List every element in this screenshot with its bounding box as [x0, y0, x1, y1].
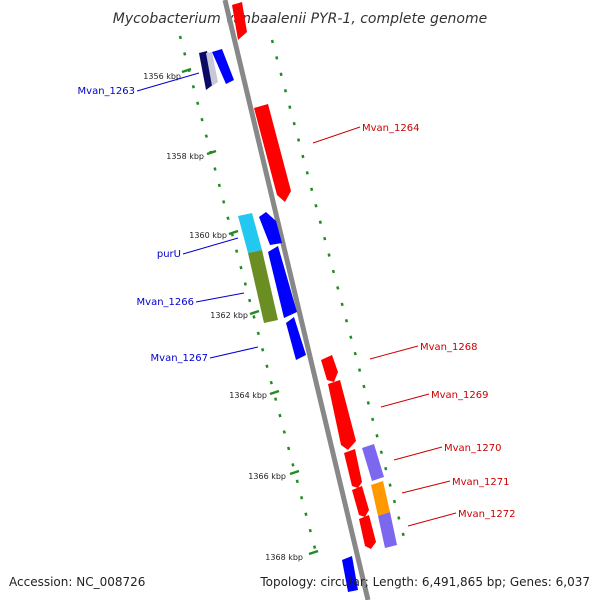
- gene-feature-blue[interactable]: [268, 246, 297, 318]
- tick-label: 1366 kbp: [248, 472, 286, 481]
- gene-feature-cyan[interactable]: [238, 213, 262, 253]
- tick-label: 1364 kbp: [229, 391, 267, 400]
- gene-label-puru[interactable]: purU: [157, 249, 181, 260]
- gene-feature-blue[interactable]: [259, 212, 282, 245]
- gene-feature-red[interactable]: [328, 380, 356, 450]
- right-track-line: [270, 39, 408, 546]
- gene-feature-purple[interactable]: [362, 444, 384, 481]
- gene-feature-red[interactable]: [352, 486, 369, 517]
- tick-mark: [206, 149, 217, 156]
- accession-text: Accession: NC_008726: [9, 575, 145, 589]
- gene-feature-blue[interactable]: [212, 49, 234, 84]
- gene-feature-blue[interactable]: [342, 556, 358, 592]
- summary-text: Topology: circular; Length: 6,491,865 bp…: [259, 575, 590, 589]
- callout-line: [182, 237, 239, 255]
- gene-label-mvan-1269[interactable]: Mvan_1269: [431, 390, 488, 401]
- gene-feature-olive[interactable]: [248, 250, 278, 323]
- tick-mark: [228, 229, 239, 236]
- gene-feature-blue[interactable]: [286, 317, 306, 360]
- map-title: Mycobacterium vanbaalenii PYR-1, complet…: [113, 11, 488, 27]
- gene-label-mvan-1264[interactable]: Mvan_1264: [362, 123, 419, 134]
- gene-label-mvan-1270[interactable]: Mvan_1270: [444, 443, 501, 454]
- tick-label: 1360 kbp: [189, 231, 227, 240]
- callout-line: [401, 480, 451, 494]
- tick-label: 1356 kbp: [143, 72, 181, 81]
- tick-label: 1358 kbp: [166, 152, 204, 161]
- gene-feature-gray[interactable]: [206, 52, 218, 86]
- tick-mark: [181, 67, 192, 74]
- gene-label-mvan-1267[interactable]: Mvan_1267: [151, 353, 208, 364]
- tick-mark: [269, 389, 280, 396]
- gene-label-mvan-1272[interactable]: Mvan_1272: [458, 509, 515, 520]
- gene-feature-orange[interactable]: [371, 481, 390, 516]
- gene-feature-red[interactable]: [321, 355, 338, 382]
- gene-label-mvan-1263[interactable]: Mvan_1263: [78, 86, 135, 97]
- left-callouts: [136, 72, 259, 359]
- gene-label-mvan-1266[interactable]: Mvan_1266: [137, 297, 194, 308]
- callout-line: [393, 446, 443, 461]
- callout-line: [209, 346, 259, 359]
- tick-mark: [249, 309, 260, 316]
- tick-label: 1362 kbp: [210, 311, 248, 320]
- tick-mark: [289, 469, 300, 476]
- callout-line: [369, 345, 419, 360]
- callout-line: [312, 126, 361, 144]
- gene-feature-red[interactable]: [254, 104, 291, 202]
- gene-feature-purple[interactable]: [378, 512, 397, 548]
- right-callouts: [312, 126, 457, 527]
- tick-mark: [308, 549, 319, 556]
- gene-feature-navy[interactable]: [199, 51, 214, 90]
- callout-line: [380, 393, 430, 408]
- tick-label: 1368 kbp: [265, 553, 303, 562]
- reverse-strand-features: [199, 49, 358, 592]
- tick-marks: [181, 67, 319, 556]
- gene-label-mvan-1271[interactable]: Mvan_1271: [452, 477, 509, 488]
- callout-line: [136, 72, 200, 92]
- forward-strand-features: [232, 2, 397, 549]
- callout-line: [407, 512, 457, 527]
- callout-line: [195, 292, 245, 303]
- gene-feature-red[interactable]: [232, 2, 247, 40]
- gene-feature-red[interactable]: [344, 449, 362, 488]
- gene-label-mvan-1268[interactable]: Mvan_1268: [420, 342, 477, 353]
- gene-feature-red[interactable]: [359, 515, 376, 549]
- backbone-line: [222, 0, 371, 600]
